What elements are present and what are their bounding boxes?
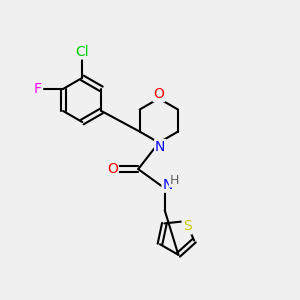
- Text: O: O: [153, 87, 164, 101]
- Text: N: N: [163, 178, 173, 192]
- Text: H: H: [170, 173, 179, 187]
- Text: S: S: [183, 220, 191, 233]
- Text: Cl: Cl: [76, 44, 89, 58]
- Text: O: O: [107, 162, 118, 176]
- Text: F: F: [34, 82, 42, 96]
- Text: N: N: [155, 140, 166, 154]
